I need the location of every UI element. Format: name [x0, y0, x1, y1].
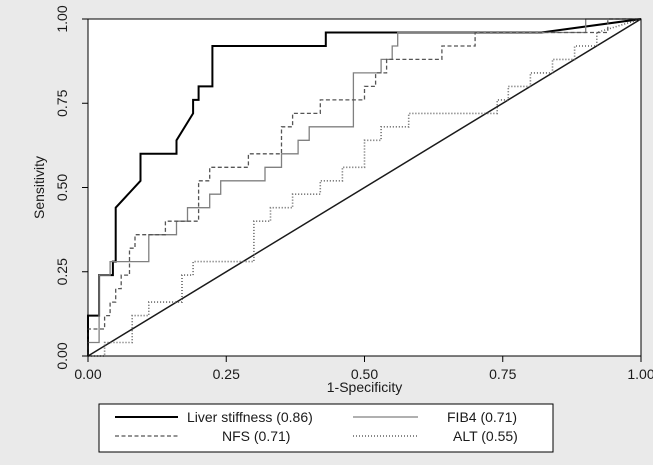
x-tick-label: 0.75	[489, 366, 516, 382]
legend: Liver stiffness (0.86) FIB4 (0.71) NFS (…	[98, 403, 554, 453]
legend-label-fib4: FIB4 (0.71)	[447, 409, 517, 425]
y-tick-label: 0.00	[54, 342, 70, 369]
x-tick-label: 1.00	[627, 366, 653, 382]
reference-diagonal-line	[87, 18, 642, 357]
y-tick-label: 0.50	[54, 174, 70, 201]
axes-layer: 0.00 0.25 0.50 0.75 1.00 0.00 0.25 0.50 0.75 1.00	[54, 5, 653, 382]
legend-box	[98, 403, 554, 453]
series-line-fib4	[87, 18, 641, 356]
y-tick-label: 1.00	[54, 5, 70, 32]
reference-line-layer	[87, 18, 642, 357]
legend-label-liver-stiffness: Liver stiffness (0.86)	[187, 409, 313, 425]
y-tick-label: 0.25	[54, 258, 70, 285]
legend-label-alt: ALT (0.55)	[453, 428, 518, 444]
x-tick-label: 0.25	[213, 366, 240, 382]
x-tick-label: 0.00	[74, 366, 101, 382]
x-tick-label: 0.50	[351, 366, 378, 382]
x-axis-title: 1-Specificity	[327, 379, 402, 395]
series-layer	[87, 18, 642, 357]
series-line-nfs	[87, 18, 641, 356]
y-axis-title: Sensitivity	[31, 156, 47, 219]
legend-label-nfs: NFS (0.71)	[222, 428, 290, 444]
y-tick-label: 0.75	[54, 89, 70, 116]
